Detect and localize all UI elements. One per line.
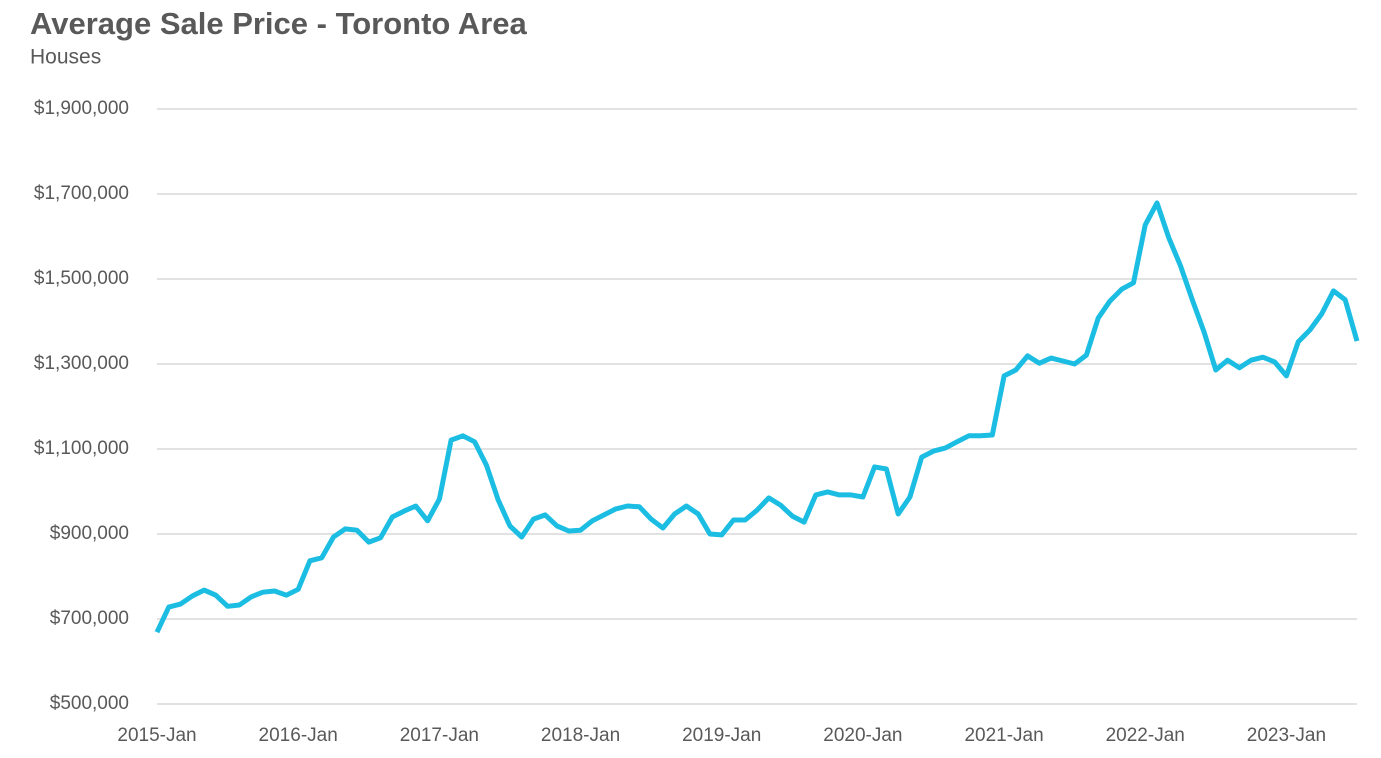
x-tick-label: 2020-Jan [823,725,902,746]
x-tick-label: 2017-Jan [400,725,479,746]
chart-title: Average Sale Price - Toronto Area [30,6,528,41]
y-tick-label: $1,700,000 [34,183,129,204]
y-tick-label: $1,900,000 [34,98,129,119]
chart-subtitle: Houses [30,46,101,69]
y-tick-label: $900,000 [50,523,129,544]
y-tick-label: $1,300,000 [34,353,129,374]
y-tick-label: $1,500,000 [34,268,129,289]
x-tick-label: 2018-Jan [541,725,620,746]
data-line [154,200,1360,634]
y-tick-label: $500,000 [50,693,129,714]
x-tick-label: 2016-Jan [259,725,338,746]
x-tick-label: 2015-Jan [117,725,196,746]
x-tick-label: 2021-Jan [964,725,1043,746]
x-tick-label: 2019-Jan [682,725,761,746]
x-tick-label: 2023-Jan [1247,725,1326,746]
y-tick-label: $700,000 [50,608,129,629]
x-tick-label: 2022-Jan [1106,725,1185,746]
y-tick-label: $1,100,000 [34,438,129,459]
